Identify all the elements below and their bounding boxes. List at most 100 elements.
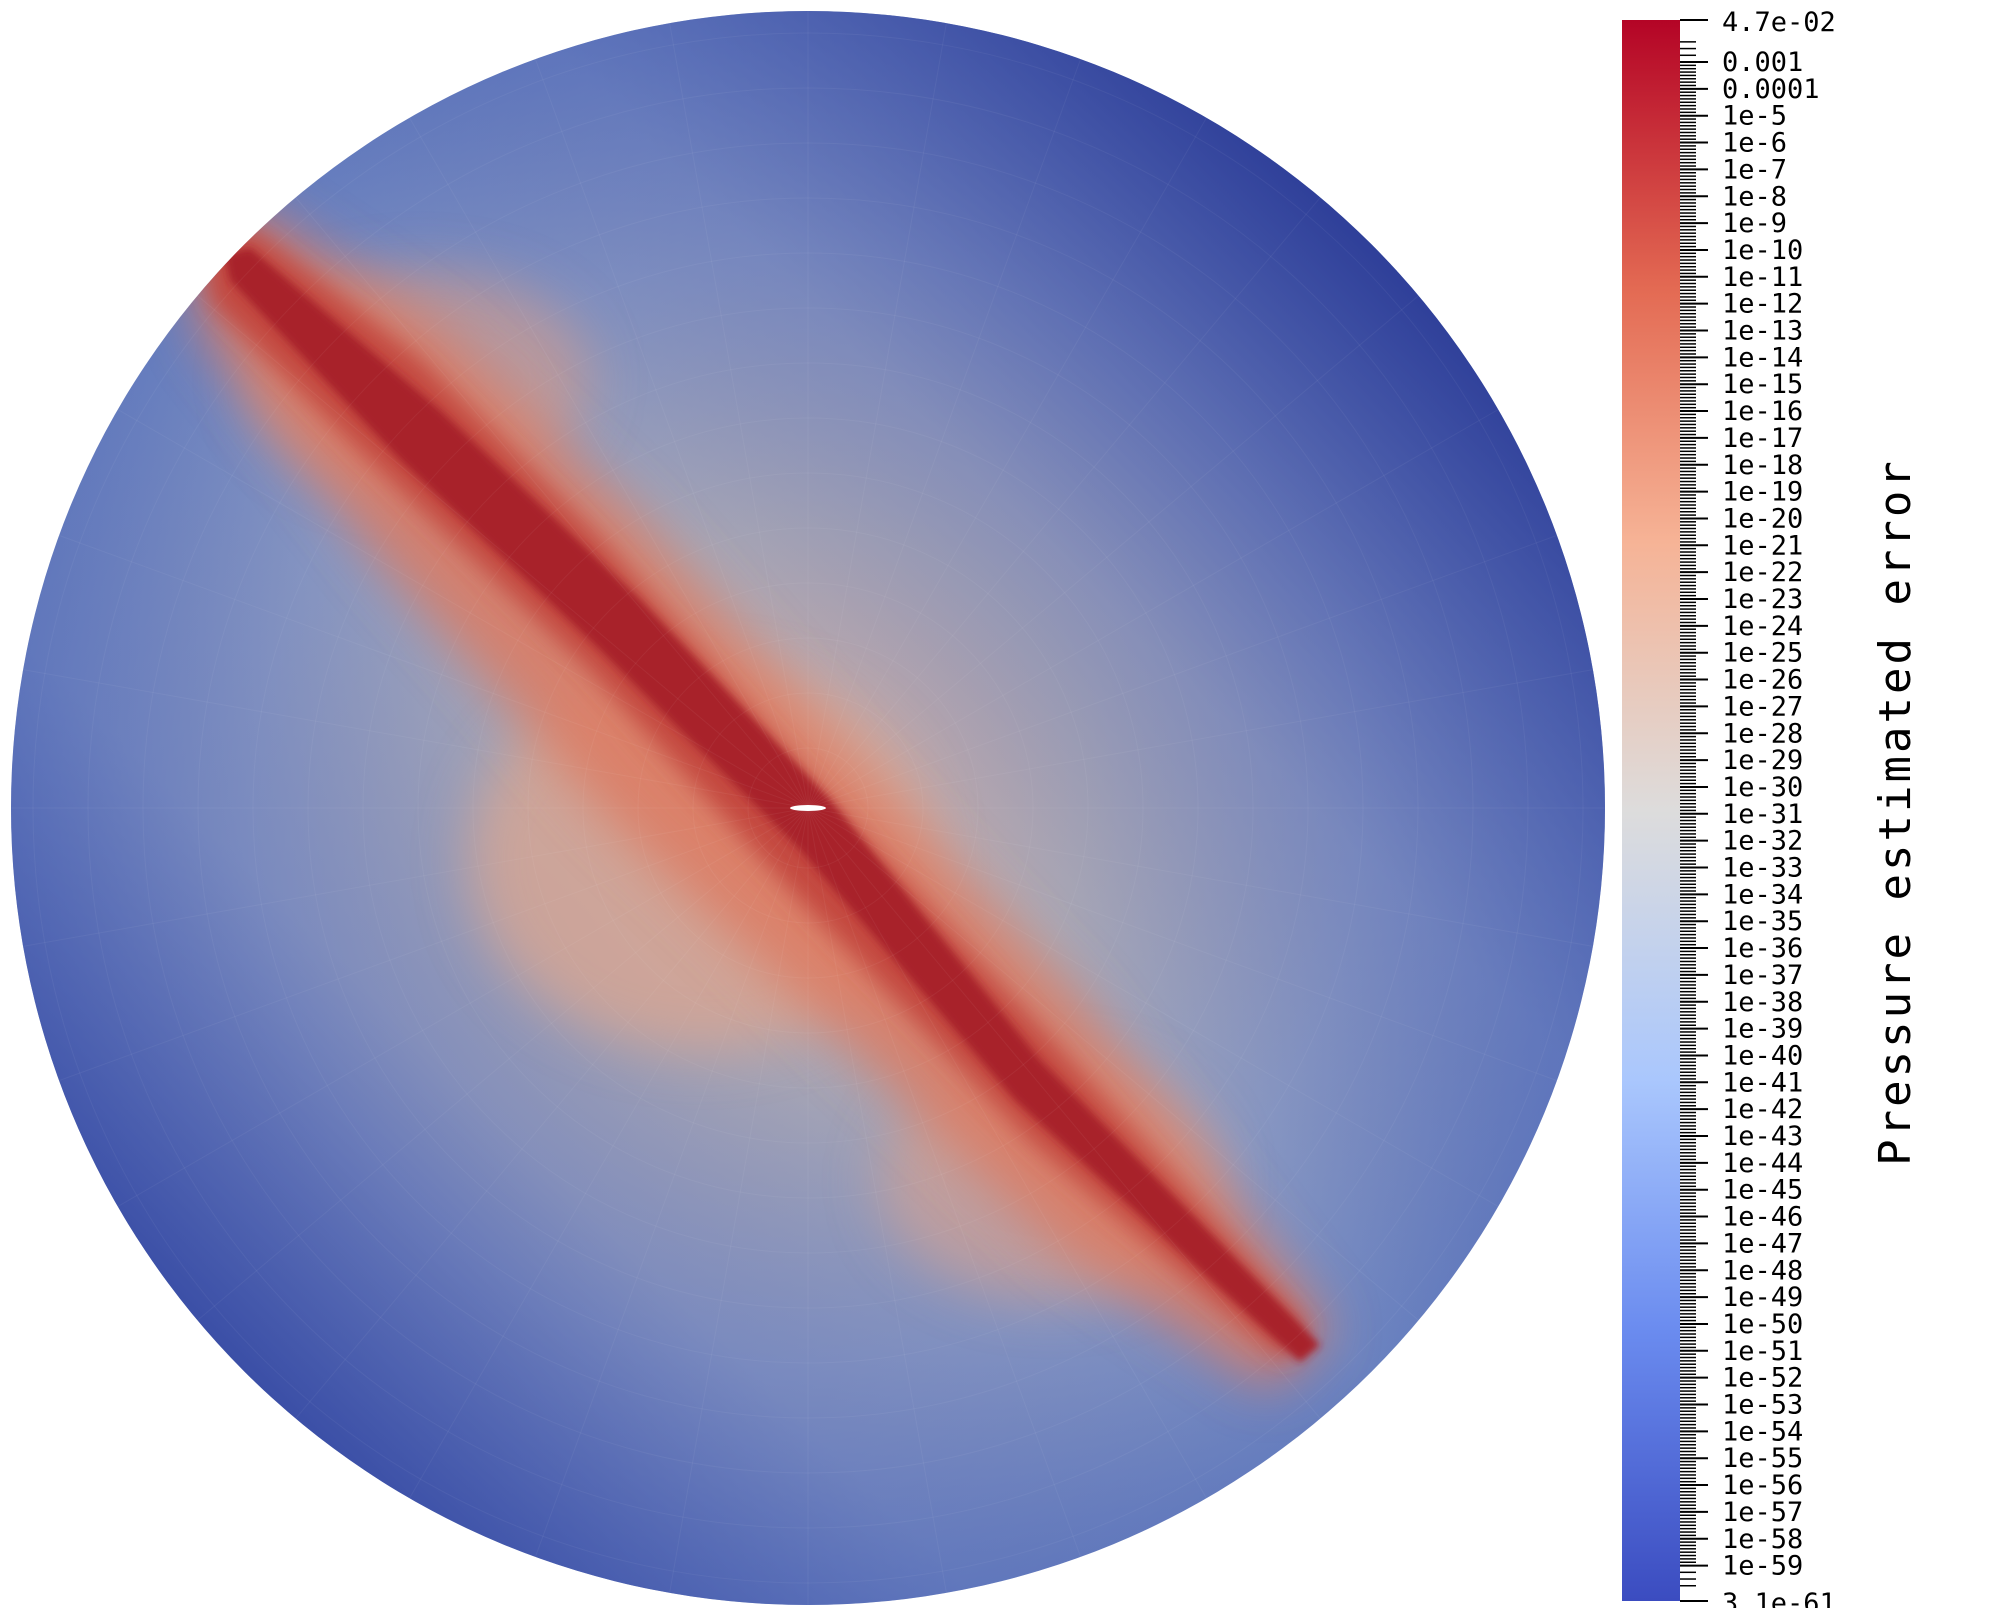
mesh-spoke <box>194 807 809 1323</box>
mesh-spoke <box>56 807 809 1083</box>
colorbar-title: Pressure estimated error <box>1870 458 1921 1166</box>
colorbar-tick-label: 1e-15 <box>1722 369 1803 400</box>
mesh-ring <box>582 582 1034 1034</box>
mesh-spoke <box>807 56 1083 809</box>
mesh-spoke <box>533 56 809 809</box>
mesh-spoke <box>807 807 1083 1560</box>
colorbar-tick-label: 1e-44 <box>1722 1148 1803 1179</box>
mesh-spoke <box>807 807 1502 1209</box>
colorbar-tick-label: 1e-18 <box>1722 450 1803 481</box>
colorbar-tick-label: 1e-42 <box>1722 1094 1803 1125</box>
mesh-ring <box>32 32 1584 1584</box>
mesh-spoke <box>194 293 809 809</box>
pressure-error-field <box>11 11 1605 1605</box>
colorbar-tick-label: 1e-7 <box>1722 154 1787 185</box>
colorbar-tick-label: 1e-51 <box>1722 1336 1803 1367</box>
colorbar-tick-label: 1e-53 <box>1722 1390 1803 1421</box>
colorbar-tick-label: 1e-35 <box>1722 906 1803 937</box>
mesh-ring <box>252 252 1364 1364</box>
mesh-ring <box>747 747 869 869</box>
colorbar-tick-label: 1e-24 <box>1722 611 1803 642</box>
colorbar-tick-label: 1e-38 <box>1722 987 1803 1018</box>
mesh-spoke <box>807 807 1209 1502</box>
mesh-spoke <box>807 807 1323 1422</box>
colorbar-tick-label: 1e-36 <box>1722 933 1803 964</box>
mesh-ring <box>637 637 979 979</box>
mesh-spoke <box>807 807 1560 1083</box>
colorbar-tick-label: 1e-29 <box>1722 745 1803 776</box>
mesh-ring <box>472 472 1144 1144</box>
colorbar-min-label: 3.1e-61 <box>1722 1588 1836 1608</box>
colorbar-tick-label: 1e-32 <box>1722 826 1803 857</box>
colorbar-tick-label: 1e-22 <box>1722 557 1803 588</box>
colorbar-tick-label: 1e-48 <box>1722 1255 1803 1286</box>
colorbar-tick-label: 1e-14 <box>1722 342 1803 373</box>
mesh-spoke <box>56 533 809 809</box>
mesh-ring <box>692 692 924 924</box>
mesh-spoke <box>668 807 809 1596</box>
colorbar-tick-label: 1e-56 <box>1722 1470 1803 1501</box>
mesh-spoke <box>807 807 1596 948</box>
colorbar-tick-label: 1e-49 <box>1722 1282 1803 1313</box>
colorbar-tick-label: 0.001 <box>1722 47 1803 78</box>
colorbar-tick-label: 1e-55 <box>1722 1443 1803 1474</box>
mesh-ring <box>307 307 1309 1309</box>
colorbar-ticks <box>1680 19 1708 1602</box>
mesh-ring <box>417 417 1199 1199</box>
colorbar-tick-label: 1e-34 <box>1722 879 1803 910</box>
mesh-overlay <box>11 11 1605 1605</box>
mesh-spoke <box>293 194 809 809</box>
colorbar-tick-label: 1e-50 <box>1722 1309 1803 1340</box>
colorbar-tick-label: 1e-59 <box>1722 1551 1803 1582</box>
mesh-spoke <box>293 807 809 1422</box>
mesh-spoke <box>807 807 948 1596</box>
colorbar-tick-label: 1e-20 <box>1722 503 1803 534</box>
colorbar-gradient <box>1622 20 1680 1601</box>
colorbar-tick-label: 1e-30 <box>1722 772 1803 803</box>
colorbar-tick-label: 1e-5 <box>1722 101 1787 132</box>
mesh-spoke <box>114 407 809 809</box>
mesh-spoke <box>807 807 1422 1323</box>
colorbar-tick-label: 1e-17 <box>1722 423 1803 454</box>
colorbar-tick-label: 1e-12 <box>1722 289 1803 320</box>
colorbar-tick-label: 1e-41 <box>1722 1067 1803 1098</box>
colorbar-tick-label: 1e-13 <box>1722 316 1803 347</box>
mesh-spoke <box>807 194 1323 809</box>
mesh-spoke <box>807 407 1502 809</box>
colorbar-tick-label: 1e-21 <box>1722 530 1803 561</box>
colorbar-tick-labels: 0.0010.00011e-51e-61e-71e-81e-91e-101e-1… <box>1722 47 1820 1582</box>
colorbar-tick-label: 1e-16 <box>1722 396 1803 427</box>
mesh-spoke <box>807 114 1209 809</box>
colorbar-tick-label: 1e-6 <box>1722 128 1787 159</box>
colorbar-tick-label: 1e-31 <box>1722 799 1803 830</box>
mesh-spoke <box>807 668 1596 809</box>
colorbar-tick-label: 1e-8 <box>1722 181 1787 212</box>
mesh-ring <box>87 87 1529 1529</box>
colorbar-tick-label: 1e-11 <box>1722 262 1803 293</box>
colorbar-tick-label: 1e-10 <box>1722 235 1803 266</box>
colorbar-tick-label: 1e-25 <box>1722 638 1803 669</box>
colorbar-tick-label: 1e-23 <box>1722 584 1803 615</box>
mesh-ring <box>197 197 1419 1419</box>
colorbar-tick-label: 1e-57 <box>1722 1497 1803 1528</box>
colorbar-tick-label: 1e-40 <box>1722 1040 1803 1071</box>
colorbar-tick-label: 1e-39 <box>1722 1014 1803 1045</box>
colorbar-tick-label: 1e-26 <box>1722 665 1803 696</box>
mesh-spoke <box>20 807 809 948</box>
mesh-ring <box>142 142 1474 1474</box>
mesh-spoke <box>807 293 1422 809</box>
mesh-spoke <box>114 807 809 1209</box>
colorbar-tick-label: 1e-19 <box>1722 477 1803 508</box>
mesh-spoke <box>807 533 1560 809</box>
mesh-spoke <box>668 20 809 809</box>
airfoil-shape <box>790 805 826 811</box>
colorbar-tick-label: 1e-47 <box>1722 1228 1803 1259</box>
mesh-ring <box>527 527 1089 1089</box>
mesh-spoke <box>20 668 809 809</box>
colorbar-tick-label: 1e-28 <box>1722 718 1803 749</box>
colorbar-tick-label: 0.0001 <box>1722 74 1820 105</box>
colorbar-tick-label: 1e-45 <box>1722 1175 1803 1206</box>
colorbar: 0.0010.00011e-51e-61e-71e-81e-91e-101e-1… <box>1622 7 1921 1608</box>
colorbar-tick-label: 1e-43 <box>1722 1121 1803 1152</box>
